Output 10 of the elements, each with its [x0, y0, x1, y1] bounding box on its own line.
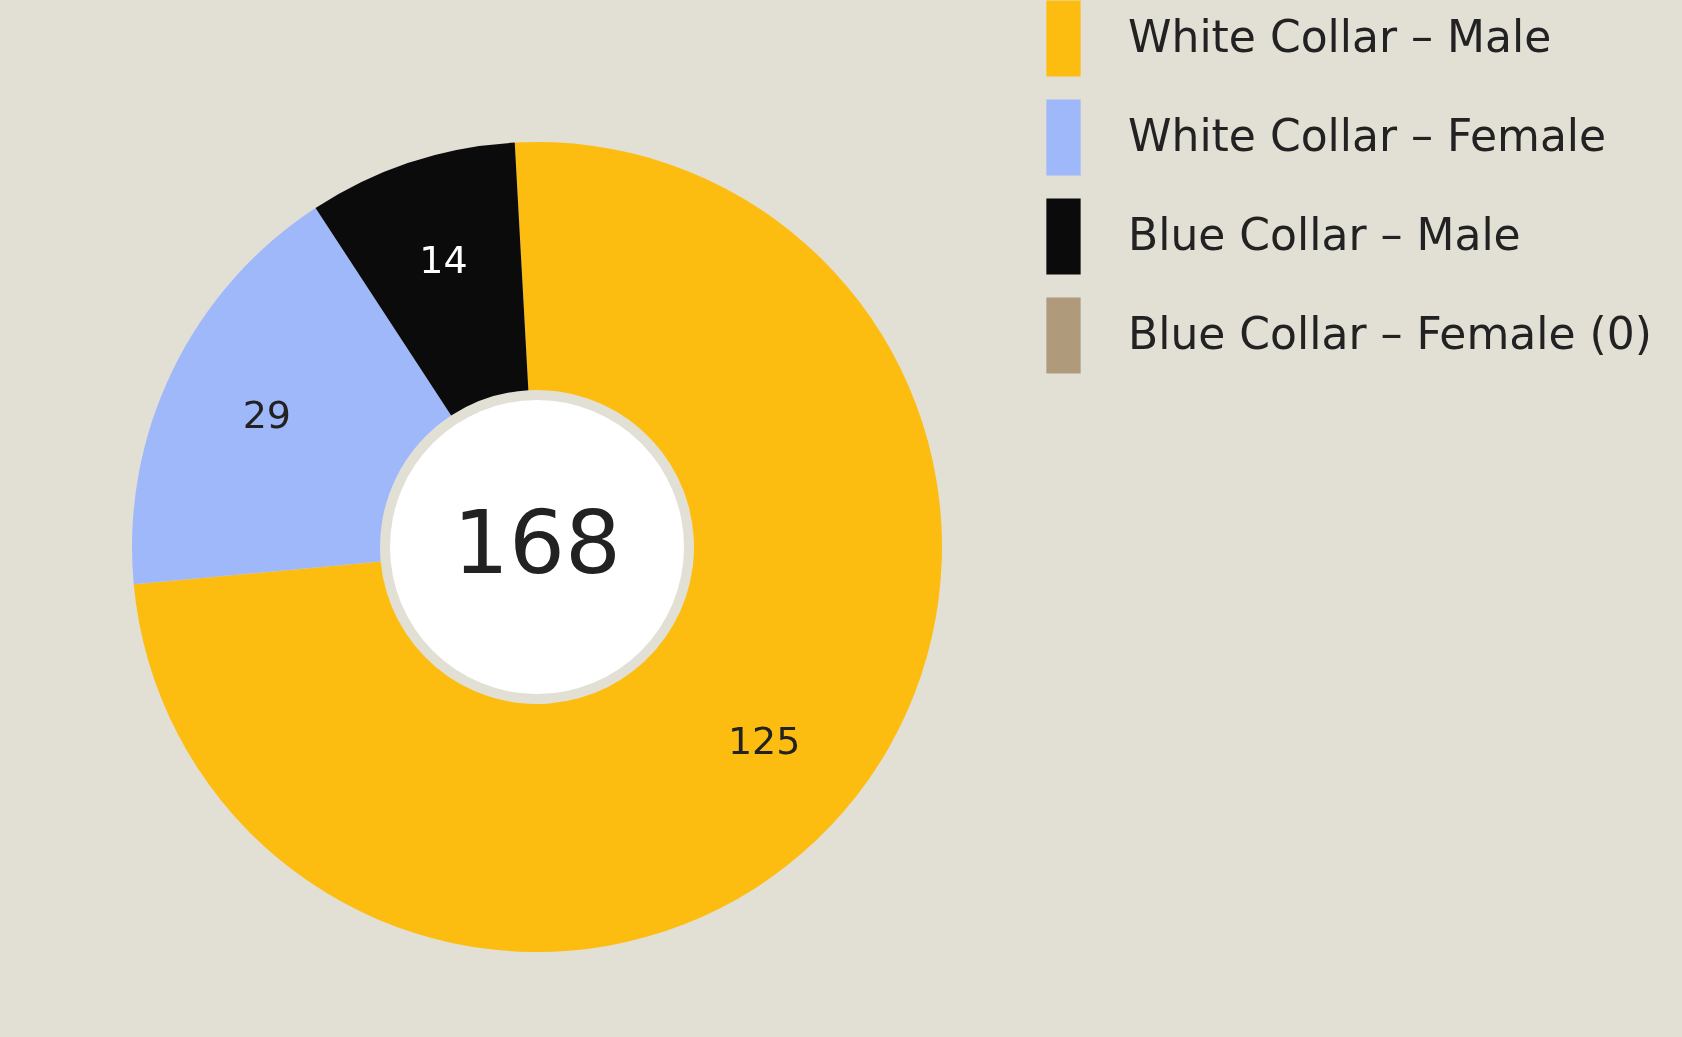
legend-label: White Collar – Male — [1128, 10, 1552, 62]
donut-slice — [315, 142, 529, 416]
legend-label: Blue Collar – Female (0) — [1128, 307, 1652, 359]
legend-label: White Collar – Female — [1128, 109, 1607, 161]
text: 168 — [453, 491, 621, 594]
data-label: 14 — [419, 237, 468, 282]
data-label: 29 — [242, 392, 292, 437]
legend-label: Blue Collar – Male — [1128, 208, 1521, 260]
donut-slice — [133, 142, 942, 952]
data-label: 125 — [727, 718, 801, 763]
